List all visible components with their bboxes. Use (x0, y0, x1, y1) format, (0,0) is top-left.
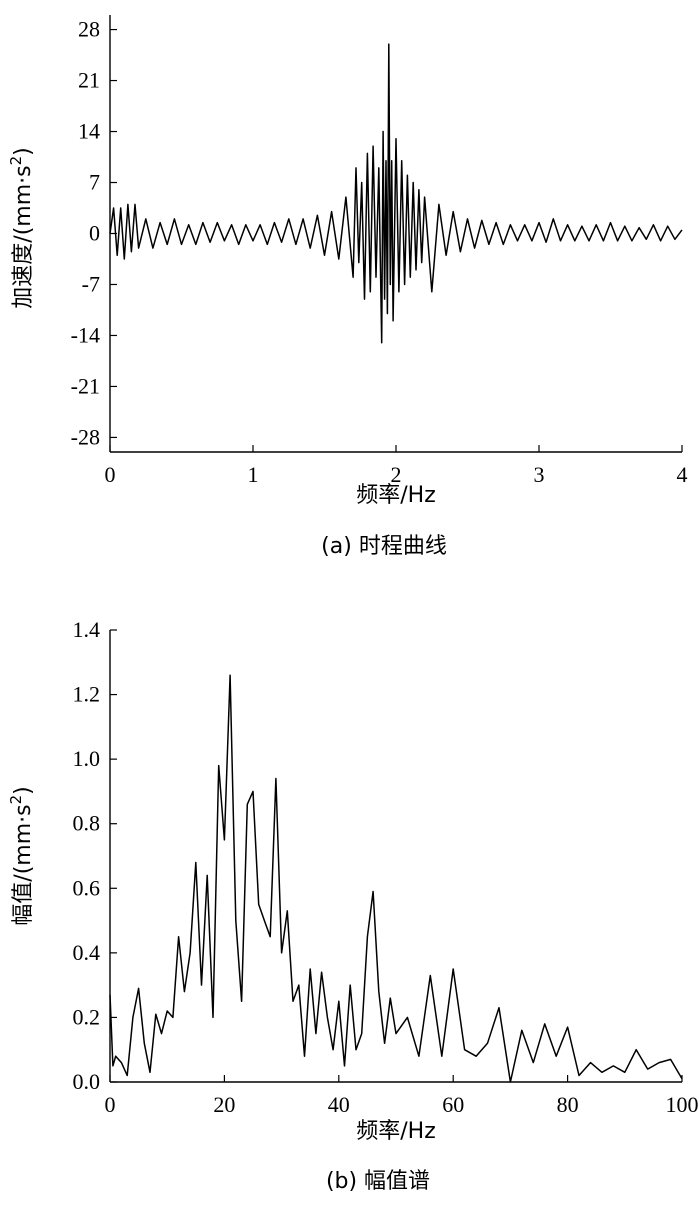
chart-b-x-tick-label: 0 (105, 1092, 116, 1117)
chart-a-y-axis-title: 加速度/(mm·s2) (7, 147, 36, 308)
chart-b-y-tick-label: 0.8 (73, 811, 101, 836)
chart-b-series-line (109, 674, 683, 1083)
chart-b-y-axis-title: 幅值/(mm·s2) (7, 786, 36, 925)
chart-b-y-tick-label: 0.0 (73, 1069, 101, 1094)
chart-b-x-axis-title: 频率/Hz (356, 1119, 436, 1144)
chart-a-x-tick-label: 0 (105, 462, 116, 487)
chart-a-y-ticks: 28 21 14 7 0 -7 -14 -21 -28 (71, 17, 117, 449)
chart-a-x-axis-title: 频率/Hz (356, 483, 436, 508)
chart-b-y-axis-title-close: ) (11, 786, 36, 795)
chart-b-y-tick-label: 1.2 (73, 682, 101, 707)
chart-b-x-ticks: 0 20 40 60 80 100 (105, 1075, 699, 1117)
chart-a-y-tick-label: 28 (78, 17, 100, 42)
chart-a-y-tick-label: 21 (78, 68, 100, 93)
chart-a-series-line (109, 43, 683, 344)
chart-b-x-tick-label: 80 (557, 1092, 579, 1117)
chart-b-x-tick-label: 40 (328, 1092, 350, 1117)
chart-b-y-ticks: 0.0 0.2 0.4 0.6 0.8 1.0 1.2 1.4 (73, 617, 117, 1094)
chart-b-y-axis-title-text: 幅值/(mm·s (11, 804, 36, 925)
chart-a-y-axis-title-text: 加速度/(mm·s (11, 165, 36, 308)
chart-a-y-tick-label: -28 (71, 424, 100, 449)
chart-a-y-tick-label: 7 (89, 170, 100, 195)
chart-a: 28 21 14 7 0 -7 -14 -21 -28 0 1 2 3 4 频率/Hz 加速度/(mm·… (7, 15, 688, 559)
chart-b-x-tick-label: 100 (666, 1092, 699, 1117)
chart-b-x-tick-label: 60 (442, 1092, 464, 1117)
chart-b-y-tick-label: 0.2 (73, 1004, 101, 1029)
chart-a-y-tick-label: 14 (78, 119, 100, 144)
chart-a-x-tick-label: 1 (248, 462, 259, 487)
chart-a-y-tick-label: 0 (89, 221, 100, 246)
chart-a-caption: (a) 时程曲线 (321, 534, 447, 559)
chart-a-x-tick-label: 4 (677, 462, 688, 487)
chart-b-y-tick-label: 0.6 (73, 875, 101, 900)
chart-a-x-tick-label: 2 (391, 462, 402, 487)
chart-b-y-tick-label: 1.0 (73, 746, 101, 771)
chart-a-y-tick-label: -14 (71, 322, 100, 347)
chart-b-y-tick-label: 0.4 (73, 940, 101, 965)
chart-b: 0.0 0.2 0.4 0.6 0.8 1.0 1.2 1.4 0 20 40 60 80 100 频率… (7, 617, 699, 1194)
chart-b-x-tick-label: 20 (213, 1092, 235, 1117)
chart-a-y-axis-title-close: ) (11, 147, 36, 156)
chart-a-y-tick-label: -21 (71, 373, 100, 398)
chart-a-x-ticks: 0 1 2 3 4 (105, 445, 688, 487)
chart-a-y-tick-label: -7 (82, 271, 100, 296)
chart-a-y-axis-title-sup: 2 (7, 156, 25, 166)
chart-b-y-axis-title-sup: 2 (7, 795, 25, 805)
chart-b-y-tick-label: 1.4 (73, 617, 101, 642)
chart-b-caption: (b) 幅值谱 (326, 1169, 430, 1194)
chart-a-x-tick-label: 3 (534, 462, 545, 487)
